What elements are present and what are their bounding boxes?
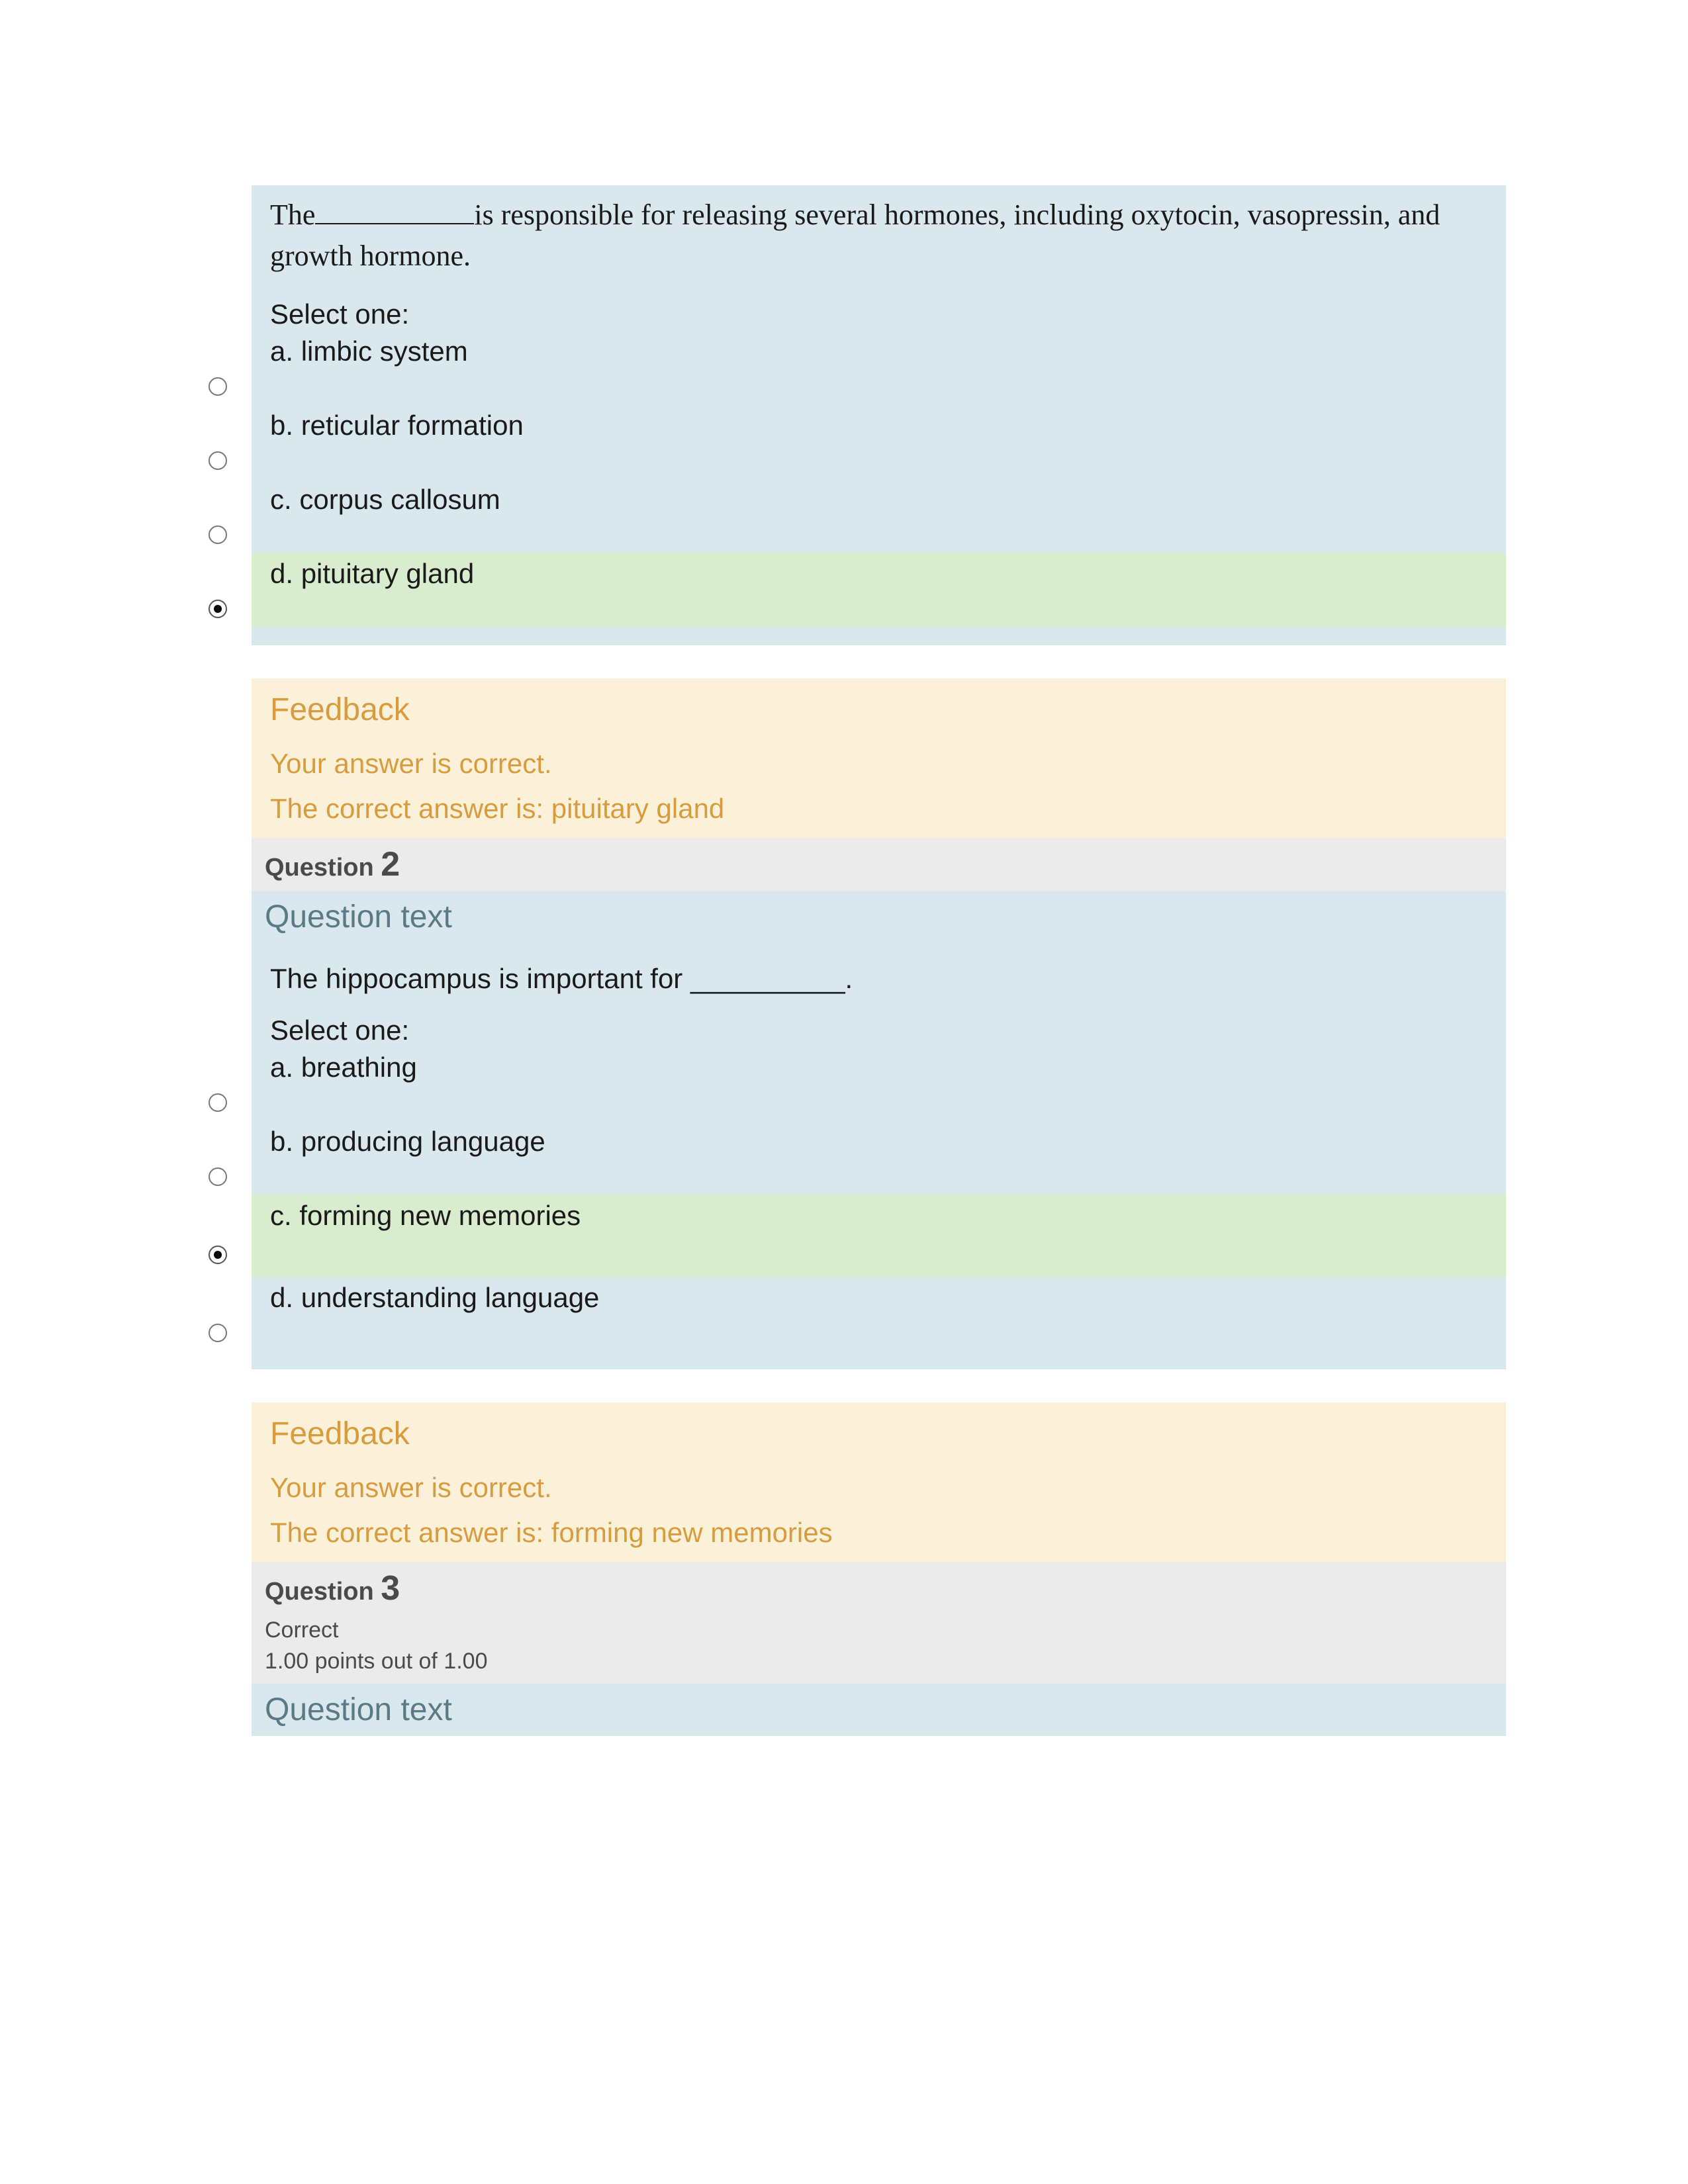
question-3-header: Question 3: [252, 1562, 1506, 1615]
option-c: c. corpus callosum: [252, 478, 1506, 553]
option-d-label: d. pituitary gland: [252, 553, 1506, 592]
question-2-header: Question 2: [252, 838, 1506, 891]
radio-icon[interactable]: [207, 523, 229, 546]
option-c-label: c. corpus callosum: [252, 478, 1506, 518]
q2-option-b: b. producing language: [252, 1120, 1506, 1195]
radio-selected-icon[interactable]: [207, 598, 229, 620]
q2-option-a: a. breathing: [252, 1046, 1506, 1120]
select-one-label: Select one:: [252, 1008, 1506, 1046]
question-1-block: Theis responsible for releasing several …: [252, 185, 1506, 645]
question-text-heading: Question text: [252, 891, 1506, 943]
question-2-body: The hippocampus is important for _______…: [252, 943, 1506, 1008]
feedback-answer-line: The correct answer is: forming new memor…: [270, 1517, 1487, 1549]
option-a: a. limbic system: [252, 330, 1506, 404]
q2-option-d-label: d. understanding language: [252, 1277, 1506, 1316]
select-one-label: Select one:: [252, 285, 1506, 330]
feedback-block-2: Feedback Your answer is correct. The cor…: [252, 1402, 1506, 1562]
option-a-label: a. limbic system: [252, 330, 1506, 370]
feedback-correct-line: Your answer is correct.: [270, 1472, 1487, 1504]
feedback-heading: Feedback: [270, 1416, 1487, 1452]
radio-icon[interactable]: [207, 1091, 229, 1114]
question-status: Correct: [265, 1617, 1493, 1643]
radio-icon[interactable]: [207, 449, 229, 472]
question-1-text: Theis responsible for releasing several …: [252, 185, 1506, 285]
q2-option-b-label: b. producing language: [252, 1120, 1506, 1160]
q2-option-c: c. forming new memories: [252, 1195, 1506, 1277]
question-number: 2: [381, 845, 400, 884]
radio-icon[interactable]: [207, 1165, 229, 1188]
feedback-answer-line: The correct answer is: pituitary gland: [270, 793, 1487, 825]
option-d: d. pituitary gland: [252, 553, 1506, 627]
option-b-label: b. reticular formation: [252, 404, 1506, 444]
radio-selected-icon[interactable]: [207, 1244, 229, 1266]
q2-option-a-label: a. breathing: [252, 1046, 1506, 1086]
question-text-heading: Question text: [252, 1684, 1506, 1736]
question-3-meta: Correct 1.00 points out of 1.00: [252, 1615, 1506, 1684]
feedback-heading: Feedback: [270, 692, 1487, 728]
question-number: 3: [381, 1569, 400, 1608]
option-b: b. reticular formation: [252, 404, 1506, 478]
question-label: Question: [265, 1578, 374, 1606]
question-points: 1.00 points out of 1.00: [265, 1649, 1493, 1674]
question-label: Question: [265, 854, 374, 882]
q2-option-d: d. understanding language: [252, 1277, 1506, 1351]
radio-icon[interactable]: [207, 375, 229, 398]
q2-option-c-label: c. forming new memories: [252, 1195, 1506, 1234]
feedback-correct-line: Your answer is correct.: [270, 748, 1487, 780]
q1-prefix: The: [270, 199, 315, 231]
blank-underline: [315, 198, 474, 224]
feedback-block-1: Feedback Your answer is correct. The cor…: [252, 678, 1506, 838]
radio-icon[interactable]: [207, 1322, 229, 1344]
